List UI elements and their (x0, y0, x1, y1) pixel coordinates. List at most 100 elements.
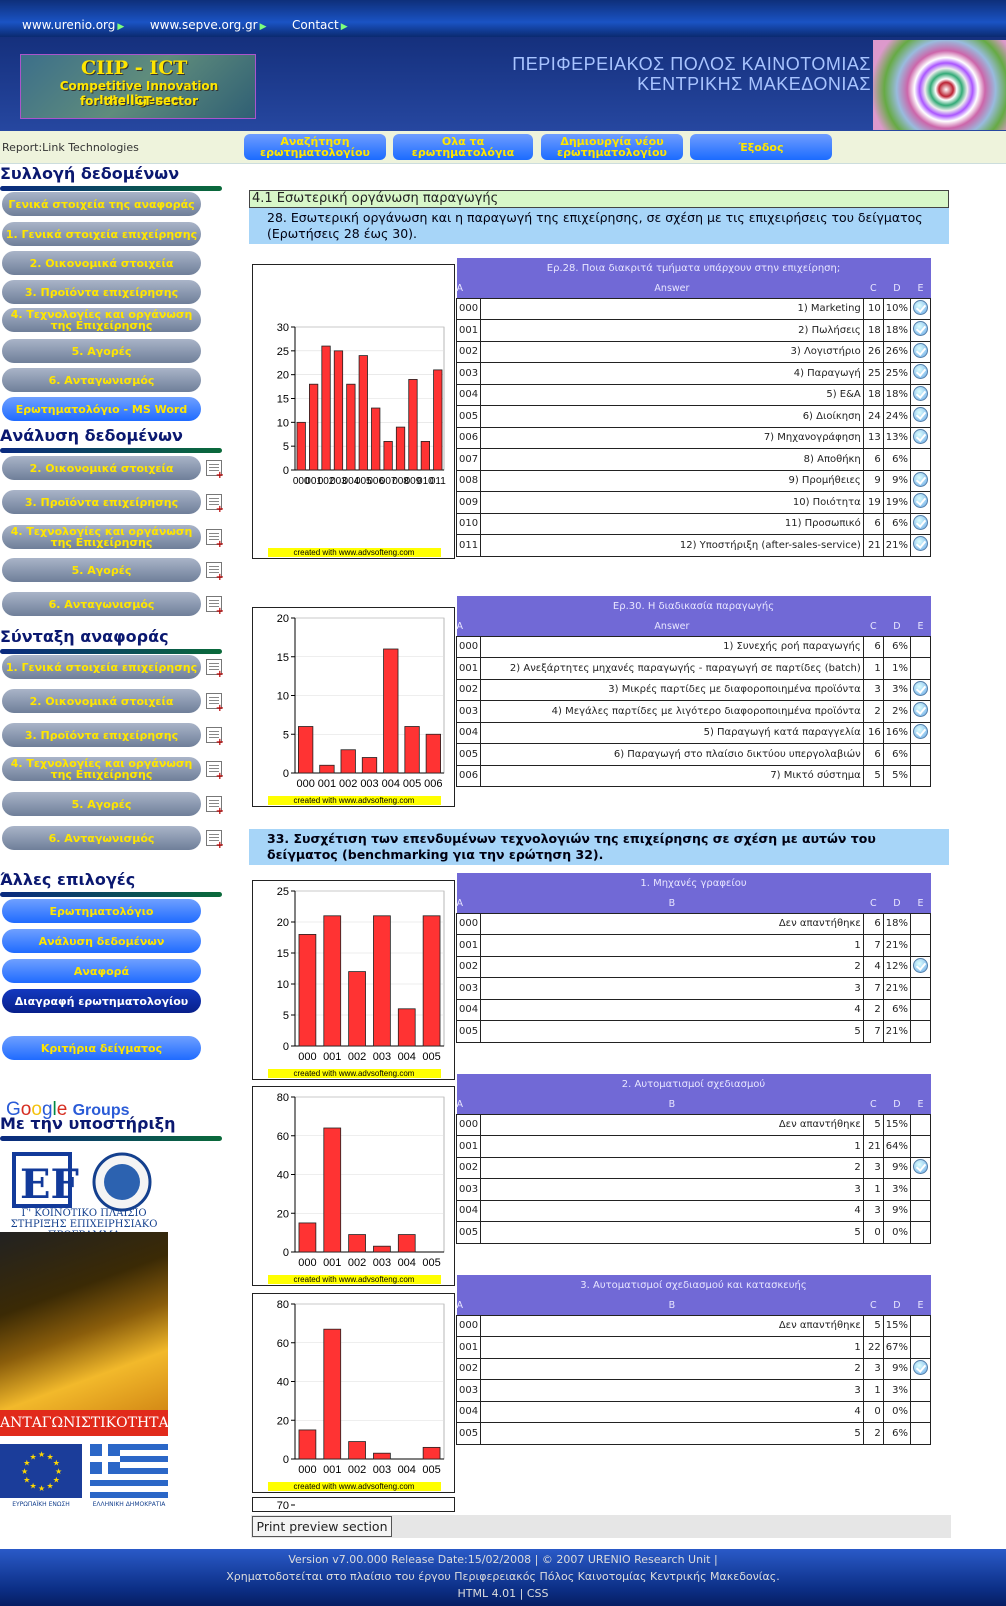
collect-item-4[interactable]: 4. Τεχνολογίες και οργάνωση της Επιχείρη… (2, 308, 201, 332)
selection-cell (910, 1357, 931, 1380)
delete-questionnaire-button[interactable]: Διαγραφή ερωτηματολογίου (2, 989, 201, 1013)
table-title: Ερ.30. Η διαδικασία παραγωγής (456, 596, 931, 617)
report-item-3[interactable]: 4. Τεχνολογίες και οργάνωση της Επιχείρη… (2, 757, 201, 781)
check-icon (913, 723, 928, 739)
check-icon (913, 428, 928, 444)
count-cell: 22 (862, 1336, 884, 1359)
selection-cell (910, 700, 931, 723)
check-icon (913, 1158, 928, 1174)
heading-report-writing-label: Σύνταξη αναφοράς (0, 627, 169, 646)
answer-cell: 5 (480, 1020, 864, 1043)
link-sepve[interactable]: www.sepve.org.gr (149, 18, 258, 32)
edit-note-icon[interactable]: + (206, 596, 224, 617)
percent-cell: 9% (882, 469, 912, 492)
collect-item-6[interactable]: 6. Ανταγωνισμός (2, 368, 201, 392)
svg-text:★: ★ (38, 1450, 45, 1459)
analysis-item-2[interactable]: 4. Τεχνολογίες και οργάνωση της Επιχείρη… (2, 525, 201, 549)
bar-004 (346, 383, 356, 471)
print-preview-button[interactable]: Print preview section (252, 1516, 392, 1537)
answer-cell: 1 (480, 934, 864, 957)
ms-word-questionnaire-button[interactable]: Ερωτηματολόγιο - MS Word (2, 397, 201, 421)
count-cell: 6 (862, 512, 884, 535)
collect-item-2[interactable]: 2. Οικονομικά στοιχεία (2, 251, 201, 275)
collect-item-3[interactable]: 3. Προϊόντα επιχείρησης (2, 280, 201, 304)
analysis-item-1[interactable]: 3. Προϊόντα επιχείρησης (2, 490, 201, 514)
collect-item-5[interactable]: 5. Αγορές (2, 339, 201, 363)
arrow-icon: ▶ (117, 22, 125, 32)
check-icon (913, 1359, 928, 1375)
y-tick-label: 20 (277, 917, 289, 929)
collect-item-1[interactable]: 1. Γενικά στοιχεία επιχείρησης (2, 222, 201, 246)
count-cell: 5 (862, 1314, 884, 1337)
sample-criteria-button[interactable]: Κριτήρια δείγματος (2, 1036, 201, 1060)
count-cell: 3 (862, 678, 884, 701)
bar-004 (383, 648, 399, 774)
count-cell: 7 (862, 977, 884, 1000)
heading-support-label: Με την υποστήριξη (0, 1114, 176, 1133)
report-item-0[interactable]: 1. Γενικά στοιχεία επιχείρησης (2, 655, 201, 679)
new-questionnaire-button[interactable]: Δημιουργία νέου ερωτηματολογίου (541, 134, 683, 160)
logo-subtitle: Competitive Innovation Intelligence (59, 79, 219, 107)
all-questionnaires-button[interactable]: Ολα τα ερωτηματολόγια (393, 134, 533, 160)
column-header: A (456, 279, 481, 298)
svg-text:★: ★ (30, 1482, 37, 1491)
edit-note-icon[interactable]: + (206, 761, 224, 782)
other-item-2[interactable]: Αναφορά (2, 959, 201, 983)
edit-note-icon[interactable]: + (206, 693, 224, 714)
answer-cell: 6) Διοίκηση (480, 405, 864, 428)
table-row: 002 3) Λογιστήριο 26 26% (455, 340, 931, 363)
html-link[interactable]: HTML 4.01 (457, 1587, 517, 1600)
y-tick-label: 30 (277, 322, 289, 334)
data-table-0: Ερ.28. Ποια διακριτά τμήματα υπάρχουν στ… (455, 258, 931, 557)
edit-note-icon[interactable]: + (206, 830, 224, 851)
banner-title-line1: ΠΕΡΙΦΕΡΕΙΑΚΟΣ ΠΟΛΟΣ ΚΑΙΝΟΤΟΜΙΑΣ (512, 54, 871, 74)
row-index: 000 (455, 1314, 482, 1337)
count-cell: 19 (862, 491, 884, 514)
search-questionnaire-button[interactable]: Αναζήτηση ερωτηματολογίου (244, 134, 386, 160)
row-index: 000 (455, 297, 482, 320)
other-item-1[interactable]: Ανάλυση δεδομένων (2, 929, 201, 953)
analysis-item-0[interactable]: 2. Οικονομικά στοιχεία (2, 456, 201, 480)
answer-cell: 5) Ε&Α (480, 383, 864, 406)
plus-icon: + (215, 669, 224, 680)
other-item-0[interactable]: Ερωτηματολόγιο (2, 899, 201, 923)
exit-button[interactable]: Έξοδος (690, 134, 832, 160)
analysis-item-4[interactable]: 6. Ανταγωνισμός (2, 592, 201, 616)
link-contact[interactable]: Contact (292, 18, 339, 32)
report-label: Report:Link Technologies (2, 141, 139, 154)
bar-009 (408, 379, 418, 471)
ciip-logo[interactable]: CIIP - ICT Competitive Innovation Intell… (20, 54, 256, 119)
css-link[interactable]: CSS (526, 1587, 549, 1600)
edit-note-icon[interactable]: + (206, 727, 224, 748)
edit-note-icon[interactable]: + (206, 494, 224, 515)
report-item-4[interactable]: 5. Αγορές (2, 792, 201, 816)
answer-cell: 2) Ανεξάρτητες μηχανές παραγωγής - παραγ… (480, 657, 864, 680)
edit-note-icon[interactable]: + (206, 796, 224, 817)
report-item-5[interactable]: 6. Ανταγωνισμός (2, 826, 201, 850)
table-row: 004 4 3 9% (455, 1199, 931, 1222)
check-icon (913, 471, 928, 487)
edit-note-icon[interactable]: + (206, 562, 224, 583)
column-header: B (480, 1296, 864, 1315)
link-urenio[interactable]: www.urenio.org (22, 18, 116, 32)
edit-note-icon[interactable]: + (206, 659, 224, 680)
column-header: D (883, 894, 911, 913)
edit-note-icon[interactable]: + (206, 460, 224, 481)
table-row: 004 4 0 0% (455, 1400, 931, 1423)
analysis-item-3[interactable]: 5. Αγορές (2, 558, 201, 582)
selection-cell (910, 912, 931, 935)
edit-note-icon[interactable]: + (206, 529, 224, 550)
report-item-1[interactable]: 2. Οικονομικά στοιχεία (2, 689, 201, 713)
report-item-2[interactable]: 3. Προϊόντα επιχείρησης (2, 723, 201, 747)
collect-item-0[interactable]: Γενικά στοιχεία της αναφοράς (2, 192, 201, 216)
heading-support: Με την υποστήριξη (0, 1114, 222, 1141)
x-tick-label: 000 (296, 778, 314, 790)
count-cell: 2 (862, 700, 884, 723)
answer-cell: 12) Υποστήριξη (after-sales-service) (480, 534, 864, 557)
google-groups-logo[interactable]: Google Groups (6, 1099, 130, 1120)
percent-cell: 19% (882, 491, 912, 514)
answer-cell: 3) Μικρές παρτίδες με διαφοροποιημένα πρ… (480, 678, 864, 701)
bar-001 (323, 1127, 342, 1253)
column-header: C (863, 617, 884, 636)
table-row: 008 9) Προμήθειες 9 9% (455, 469, 931, 492)
